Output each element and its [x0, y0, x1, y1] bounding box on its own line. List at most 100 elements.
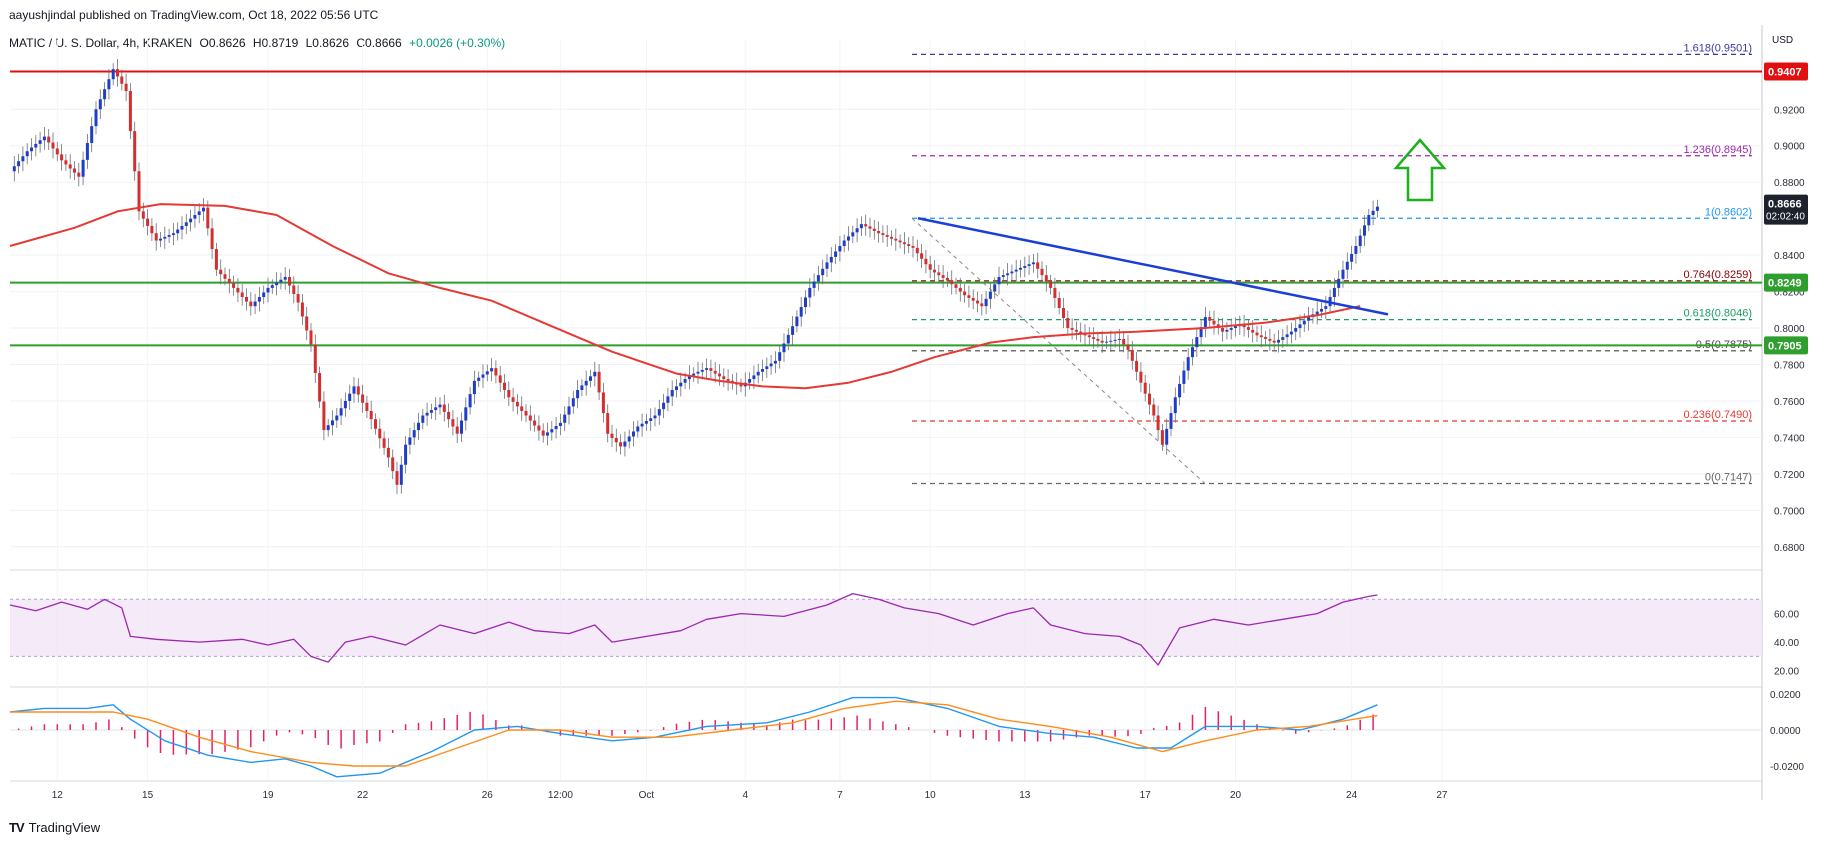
candle-up	[1001, 275, 1005, 277]
symbol-label[interactable]: MATIC / U. S. Dollar, 4h, KRAKEN	[9, 36, 193, 50]
candle-up	[1027, 264, 1031, 267]
candle-up	[472, 380, 476, 395]
candle-up	[567, 406, 571, 415]
candle-up	[816, 275, 820, 282]
candle-down	[881, 233, 885, 236]
candle-up	[834, 251, 838, 257]
candle-up	[202, 207, 205, 212]
candle-up	[838, 245, 842, 252]
candle-down	[124, 83, 128, 92]
candle-down	[877, 230, 881, 234]
candle-down	[288, 276, 291, 286]
candle-up	[283, 276, 287, 280]
support-upper-price-tag: 0.8249	[1768, 278, 1802, 290]
tradingview-logo-icon: TV	[9, 820, 25, 835]
price-tick-label: 0.7400	[1774, 433, 1805, 444]
candle-up	[1324, 306, 1328, 309]
candle-up	[859, 224, 863, 229]
candle-up	[399, 464, 403, 485]
candle-down	[227, 278, 231, 284]
candle-down	[885, 235, 889, 237]
candle-up	[425, 412, 429, 416]
candle-up	[42, 136, 46, 141]
candle-down	[395, 471, 399, 485]
candle-down	[541, 430, 545, 436]
candle-up	[1375, 206, 1379, 211]
candle-up	[623, 441, 627, 447]
time-tick-label: 13	[1019, 790, 1031, 801]
candle-up	[666, 396, 670, 403]
candle-down	[442, 404, 446, 412]
candle-down	[941, 275, 945, 278]
candle-down	[318, 372, 322, 402]
candle-down	[1053, 287, 1057, 298]
candle-up	[1169, 413, 1173, 429]
candle-down	[739, 384, 743, 387]
candle-up	[632, 431, 635, 437]
candle-down	[1221, 328, 1225, 332]
candle-up	[270, 285, 274, 288]
candle-down	[872, 228, 876, 231]
support-upper-price-tag-bg	[1764, 273, 1808, 292]
candle-up	[799, 307, 803, 317]
candle-down	[356, 386, 360, 395]
candle-down	[515, 401, 519, 407]
candle-up	[1307, 317, 1311, 321]
candle-up	[580, 385, 584, 390]
candle-up	[1173, 397, 1177, 414]
candle-down	[524, 410, 528, 416]
candle-down	[601, 392, 605, 414]
macd-tick-label: 0.0200	[1770, 690, 1801, 701]
candle-up	[1345, 261, 1349, 270]
candle-down	[1126, 344, 1130, 350]
price-tick-label: 0.7200	[1774, 470, 1805, 481]
candle-down	[898, 240, 902, 243]
candle-down	[915, 247, 919, 254]
candle-up	[855, 228, 859, 233]
candle-up	[197, 211, 201, 215]
candle-up	[1178, 383, 1182, 398]
candle-down	[361, 394, 365, 403]
candle-down	[945, 277, 949, 281]
candle-up	[808, 287, 812, 298]
macd-tick-label: -0.0200	[1770, 762, 1804, 773]
time-tick-label: 26	[482, 790, 494, 801]
candle-down	[146, 218, 150, 226]
time-tick-label: 27	[1436, 790, 1448, 801]
candle-up	[571, 398, 575, 407]
time-tick-label: 7	[837, 790, 843, 801]
candle-down	[1208, 317, 1212, 321]
candle-up	[429, 410, 433, 413]
candle-down	[1062, 307, 1065, 318]
candle-up	[1371, 210, 1375, 215]
candle-down	[1049, 281, 1053, 288]
candle-down	[507, 390, 511, 398]
candle-up	[683, 379, 687, 383]
candle-up	[253, 301, 257, 307]
candle-up	[1289, 331, 1293, 335]
candle-down	[1251, 329, 1255, 333]
candle-down	[1259, 335, 1263, 338]
publisher-line: aayushjindal published on TradingView.co…	[9, 8, 379, 22]
candle-up	[1105, 341, 1108, 343]
candle-up	[1019, 267, 1022, 270]
macd-line	[9, 696, 1378, 778]
candle-up	[1337, 278, 1341, 288]
candle-up	[653, 415, 657, 419]
candle-down	[378, 428, 382, 439]
candle-down	[1066, 317, 1070, 329]
candle-down	[245, 297, 248, 302]
candle-down	[305, 316, 309, 331]
tradingview-brand[interactable]: TV TradingView	[9, 820, 100, 835]
last-price-tag-bg	[1764, 194, 1808, 225]
time-tick-label: 4	[743, 790, 749, 801]
time-tick-label: 12:00	[548, 790, 573, 801]
candle-up	[627, 436, 631, 442]
candle-up	[1350, 253, 1354, 262]
price-tick-label: 0.9200	[1774, 105, 1805, 116]
candle-down	[365, 402, 369, 411]
candle-up	[782, 343, 786, 353]
candle-up	[404, 444, 408, 465]
